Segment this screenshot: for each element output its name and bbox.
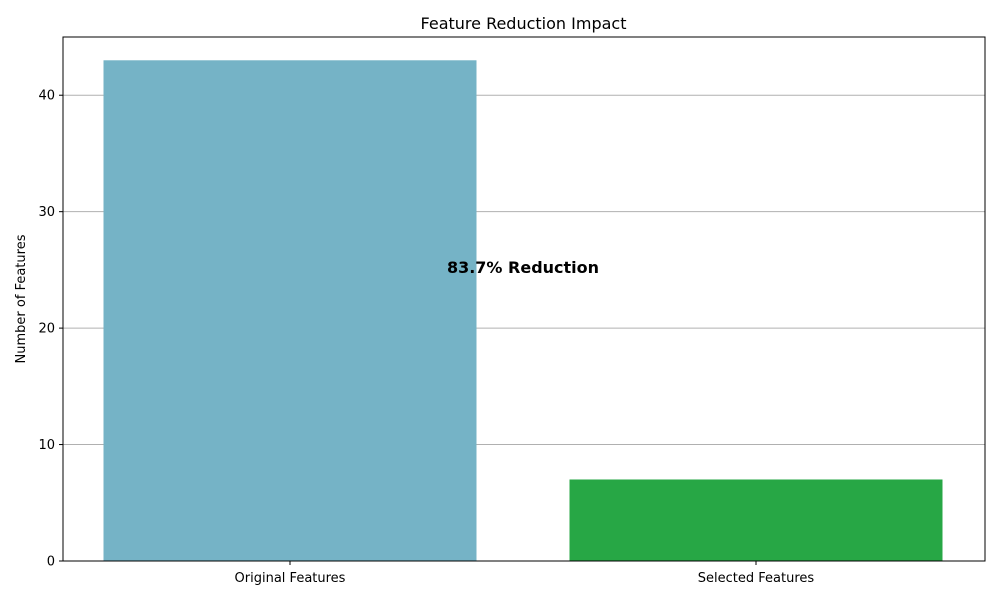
y-tick-label: 30 xyxy=(38,205,55,220)
y-tick-label: 10 xyxy=(38,438,55,453)
y-axis-label: Number of Features xyxy=(14,234,29,363)
bar-selected-features xyxy=(569,479,943,561)
tick-labels: 0 10 20 30 40 Original Features Selected Featu… xyxy=(38,89,814,586)
y-tick-label: 40 xyxy=(38,89,55,104)
reduction-annotation: 83.7% Reduction xyxy=(447,258,599,277)
plot-frame xyxy=(62,36,986,562)
y-tick-label: 0 xyxy=(47,555,55,570)
x-tick-label: Original Features xyxy=(235,571,346,586)
bars xyxy=(103,60,943,562)
bar-original-features xyxy=(103,60,477,562)
chart-title: Feature Reduction Impact xyxy=(421,14,627,33)
x-tick-label: Selected Features xyxy=(698,571,815,586)
axes xyxy=(62,36,986,562)
y-tick-label: 20 xyxy=(38,322,55,337)
